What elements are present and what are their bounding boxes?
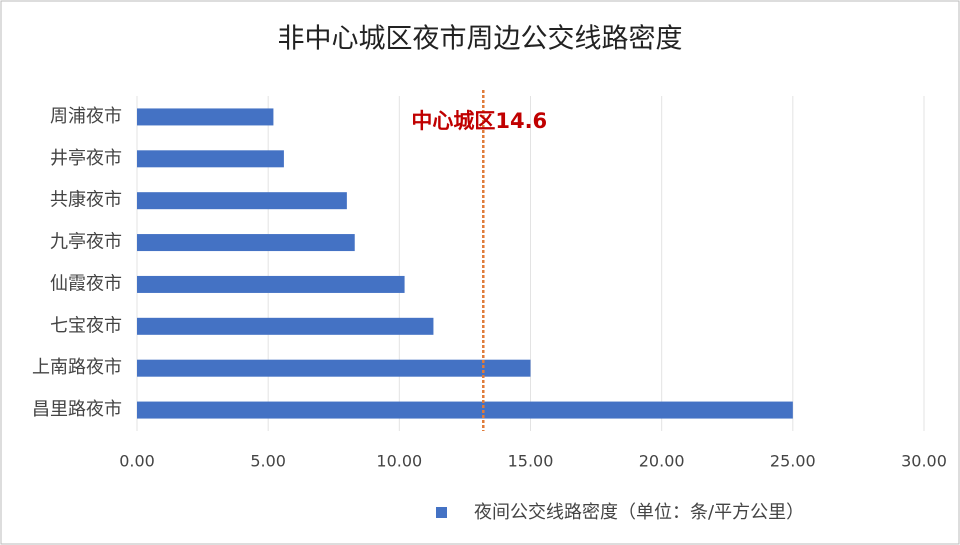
y-tick-label: 九亭夜市 (50, 232, 122, 253)
legend-label: 夜间公交线路密度（单位：条/平方公里） (474, 502, 804, 523)
bar (137, 359, 531, 377)
bar (137, 317, 434, 335)
bar (137, 108, 274, 126)
x-tick-label: 15.00 (508, 452, 554, 471)
x-tick-label: 0.00 (119, 452, 155, 471)
y-tick-label: 仙霞夜市 (50, 273, 122, 294)
x-tick-label: 30.00 (901, 452, 947, 471)
y-tick-label: 七宝夜市 (50, 315, 122, 336)
bar (137, 234, 355, 252)
chart-title: 非中心城区夜市周边公交线路密度 (278, 24, 683, 55)
legend-swatch (436, 507, 447, 518)
y-tick-label: 周浦夜市 (50, 106, 122, 127)
annotation: 中心城区14.6 (411, 109, 547, 133)
y-tick-label: 共康夜市 (50, 190, 122, 211)
bar (137, 401, 793, 419)
y-tick-label: 上南路夜市 (32, 357, 122, 378)
x-tick-label: 25.00 (770, 452, 816, 471)
y-tick-label: 昌里路夜市 (32, 399, 122, 420)
x-tick-label: 20.00 (639, 452, 685, 471)
x-tick-label: 5.00 (250, 452, 286, 471)
bar (137, 192, 347, 210)
bar (137, 275, 405, 293)
y-tick-label: 井亭夜市 (50, 148, 122, 169)
bar (137, 150, 284, 168)
x-tick-label: 10.00 (376, 452, 422, 471)
